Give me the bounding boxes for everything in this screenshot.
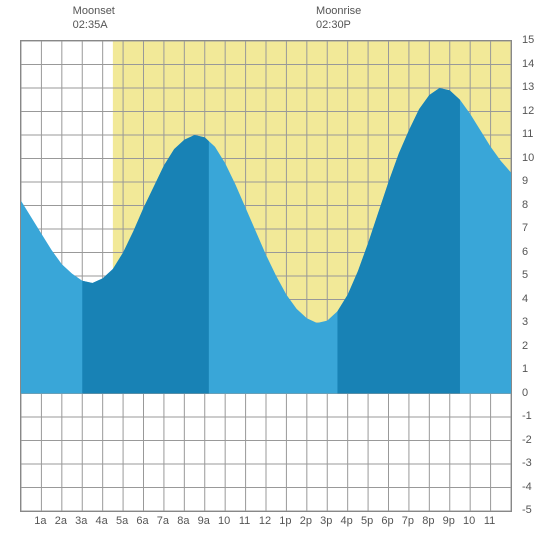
x-tick: 9p bbox=[443, 515, 455, 527]
plot-svg bbox=[21, 41, 511, 511]
y-tick: 2 bbox=[522, 340, 528, 352]
x-tick: 8a bbox=[177, 515, 189, 527]
y-tick: 15 bbox=[522, 34, 534, 46]
x-tick: 4a bbox=[96, 515, 108, 527]
x-tick: 3a bbox=[75, 515, 87, 527]
y-tick: 13 bbox=[522, 81, 534, 93]
moonset-title: Moonset bbox=[73, 5, 115, 17]
x-tick: 11 bbox=[484, 515, 495, 527]
moonset-time: 02:35A bbox=[73, 19, 108, 31]
y-tick: 12 bbox=[522, 105, 534, 117]
y-tick: 6 bbox=[522, 246, 528, 258]
x-tick: 9a bbox=[198, 515, 210, 527]
x-tick: 2a bbox=[55, 515, 67, 527]
x-axis: 1a 2a 3a 4a 5a 6a 7a 8a 9a 10 11 12 1p 2p 3p 4p 5p 6p 7p 8p… bbox=[20, 515, 510, 535]
y-tick: 0 bbox=[522, 387, 528, 399]
moonset-label: Moonset 02:35A bbox=[73, 4, 115, 33]
x-tick: 12 bbox=[259, 515, 271, 527]
y-tick: 10 bbox=[522, 152, 534, 164]
y-tick: 4 bbox=[522, 293, 528, 305]
x-tick: 10 bbox=[218, 515, 230, 527]
y-tick: -2 bbox=[522, 434, 532, 446]
x-tick: 2p bbox=[300, 515, 312, 527]
x-tick: 1p bbox=[279, 515, 291, 527]
y-tick: -1 bbox=[522, 410, 532, 422]
moonrise-time: 02:30P bbox=[316, 19, 351, 31]
x-tick: 7p bbox=[402, 515, 414, 527]
plot-area bbox=[20, 40, 512, 512]
x-tick: 7a bbox=[157, 515, 169, 527]
x-tick: 6p bbox=[381, 515, 393, 527]
x-tick: 6a bbox=[136, 515, 148, 527]
x-tick: 5a bbox=[116, 515, 128, 527]
y-tick: -4 bbox=[522, 481, 532, 493]
y-tick: 11 bbox=[522, 128, 533, 140]
y-tick: 5 bbox=[522, 269, 528, 281]
y-tick: 1 bbox=[522, 363, 528, 375]
y-tick: 14 bbox=[522, 58, 534, 70]
x-tick: 10 bbox=[463, 515, 475, 527]
y-tick: -3 bbox=[522, 457, 532, 469]
x-tick: 4p bbox=[341, 515, 353, 527]
tide-chart: Moonset 02:35A Moonrise 02:30P -5 -4 -3 -2 -… bbox=[0, 0, 550, 550]
y-tick: 7 bbox=[522, 222, 528, 234]
y-tick: 9 bbox=[522, 175, 528, 187]
x-tick: 3p bbox=[320, 515, 332, 527]
y-tick: -5 bbox=[522, 504, 532, 516]
moonrise-title: Moonrise bbox=[316, 5, 361, 17]
moon-labels: Moonset 02:35A Moonrise 02:30P bbox=[0, 0, 550, 40]
x-tick: 11 bbox=[239, 515, 250, 527]
y-tick: 8 bbox=[522, 199, 528, 211]
x-tick: 1a bbox=[34, 515, 46, 527]
x-tick: 8p bbox=[422, 515, 434, 527]
x-tick: 5p bbox=[361, 515, 373, 527]
moonrise-label: Moonrise 02:30P bbox=[316, 4, 361, 33]
y-tick: 3 bbox=[522, 316, 528, 328]
